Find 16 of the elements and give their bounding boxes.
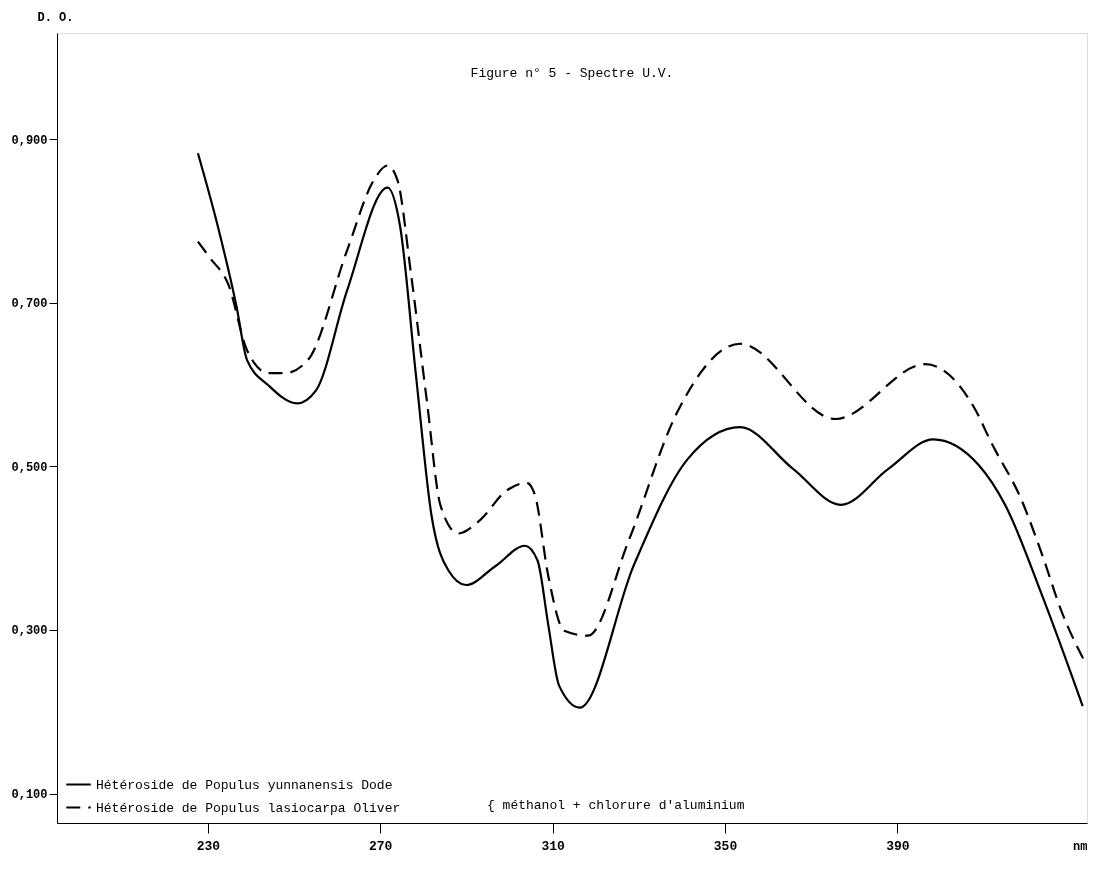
- y-tick-label: 0,700: [11, 297, 48, 312]
- text: Figure n° 5 - Spectre U.V.: [470, 66, 674, 81]
- x-tick-label: 270: [369, 838, 393, 854]
- y-tick-label: 0,300: [11, 624, 48, 639]
- legend-label: Hétéroside de Populus lasiocarpa Oliver: [96, 800, 401, 816]
- y-tick-label: 0,100: [11, 788, 48, 803]
- y-tick-label: 0,500: [11, 460, 48, 475]
- x-axis-title: nm: [1073, 839, 1088, 854]
- x-tick-label: 390: [886, 838, 910, 854]
- x-tick-label: 230: [196, 838, 221, 854]
- x-tick-label: 310: [541, 838, 566, 854]
- legend-label: Hétéroside de Populus yunnanensis Dode: [96, 777, 393, 793]
- annotation: { méthanol + chlorure d'aluminium: [487, 798, 745, 813]
- x-tick-label: 350: [713, 838, 738, 854]
- y-axis-title: D. O.: [37, 10, 74, 25]
- y-tick-label: 0,900: [11, 133, 48, 148]
